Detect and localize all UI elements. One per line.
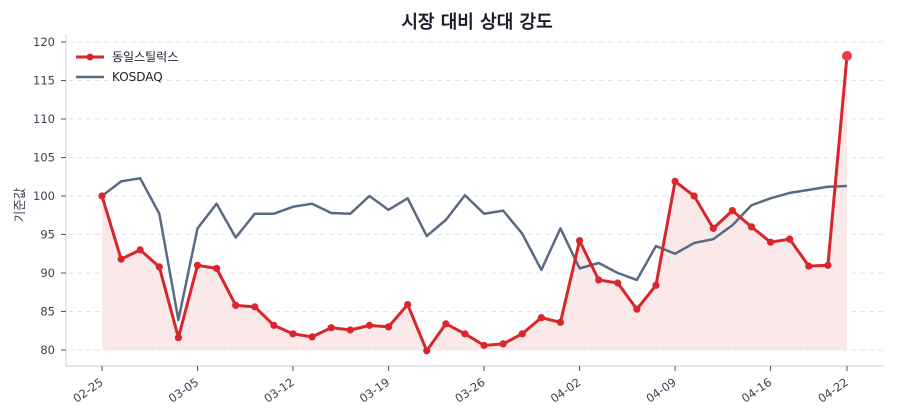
data-point-marker[interactable] — [747, 223, 756, 231]
data-point-marker[interactable] — [270, 321, 278, 329]
y-axis-ticks: 80 85 90 95 100 105 110 115 120 — [33, 35, 66, 357]
data-point-marker[interactable] — [709, 224, 717, 232]
data-point-marker[interactable] — [728, 207, 736, 215]
last-point-marker[interactable] — [842, 50, 852, 61]
x-tick-label: 04-22 — [815, 375, 850, 406]
data-point-marker[interactable] — [327, 324, 335, 332]
data-point-marker[interactable] — [308, 333, 316, 341]
data-point-marker[interactable] — [805, 262, 813, 270]
legend-label-stock: 동일스틸럭스 — [112, 50, 178, 64]
data-point-marker[interactable] — [404, 300, 412, 309]
data-point-marker[interactable] — [213, 264, 221, 272]
data-point-marker[interactable] — [690, 192, 698, 200]
data-point-marker[interactable] — [480, 341, 488, 349]
y-tick-label: 115 — [33, 74, 55, 88]
legend-dot-icon — [86, 53, 94, 61]
data-point-marker[interactable] — [575, 237, 584, 245]
data-point-marker[interactable] — [117, 255, 125, 263]
y-axis-label: 기준값 — [12, 187, 27, 222]
data-point-marker[interactable] — [614, 279, 622, 287]
data-point-marker[interactable] — [155, 263, 163, 271]
data-point-marker[interactable] — [786, 235, 794, 243]
y-tick-label: 85 — [40, 305, 55, 319]
data-point-marker[interactable] — [556, 318, 565, 326]
data-point-marker[interactable] — [346, 326, 354, 334]
stock-line — [100, 55, 849, 353]
y-tick-label: 110 — [33, 112, 55, 126]
area-fill — [102, 55, 847, 351]
x-tick-label: 03-19 — [357, 375, 392, 406]
data-point-marker[interactable] — [633, 305, 641, 313]
data-point-marker[interactable] — [652, 281, 660, 289]
x-tick-label: 04-09 — [643, 375, 678, 406]
data-point-marker[interactable] — [98, 192, 106, 200]
data-point-marker[interactable] — [518, 330, 526, 338]
data-point-marker[interactable] — [461, 330, 469, 338]
data-point-marker[interactable] — [537, 314, 545, 322]
series-lines — [98, 50, 852, 355]
kosdaq-line — [101, 177, 848, 322]
data-point-marker[interactable] — [595, 276, 603, 284]
y-tick-label: 80 — [40, 343, 55, 357]
x-tick-label: 02-25 — [70, 375, 105, 406]
data-point-marker[interactable] — [442, 320, 450, 328]
x-tick-label: 03-26 — [452, 375, 487, 406]
chart-title: 시장 대비 상대 강도 — [401, 12, 552, 33]
x-tick-label: 03-05 — [166, 375, 201, 406]
data-point-marker[interactable] — [824, 261, 832, 269]
data-point-marker[interactable] — [251, 303, 259, 311]
x-tick-label: 03-12 — [261, 375, 296, 406]
y-tick-label: 90 — [40, 266, 55, 280]
data-point-marker[interactable] — [423, 347, 431, 355]
data-point-marker[interactable] — [193, 261, 202, 269]
y-tick-label: 105 — [33, 151, 55, 165]
data-point-marker[interactable] — [499, 340, 507, 348]
x-tick-label: 04-02 — [548, 375, 583, 406]
axes — [65, 34, 884, 367]
y-tick-label: 95 — [40, 228, 55, 242]
data-point-marker[interactable] — [232, 301, 240, 309]
data-point-marker[interactable] — [766, 238, 775, 246]
data-point-marker[interactable] — [289, 330, 297, 338]
legend: 동일스틸럭스 KOSDAQ — [76, 50, 178, 84]
legend-item-kosdaq[interactable]: KOSDAQ — [76, 70, 163, 84]
data-point-marker[interactable] — [365, 321, 374, 329]
legend-label-kosdaq: KOSDAQ — [112, 70, 163, 84]
data-point-marker[interactable] — [136, 246, 144, 254]
data-point-marker[interactable] — [671, 177, 679, 185]
y-tick-label: 120 — [33, 35, 55, 49]
data-point-marker[interactable] — [384, 323, 393, 331]
y-tick-label: 100 — [33, 189, 55, 203]
stock-area-fill — [102, 55, 847, 351]
legend-item-stock[interactable]: 동일스틸럭스 — [76, 50, 178, 64]
data-point-marker[interactable] — [174, 334, 183, 342]
x-tick-label: 04-16 — [739, 375, 774, 406]
x-axis-ticks: 02-25 03-05 03-12 03-19 03-26 04-02 04-09 04-16… — [70, 366, 851, 406]
